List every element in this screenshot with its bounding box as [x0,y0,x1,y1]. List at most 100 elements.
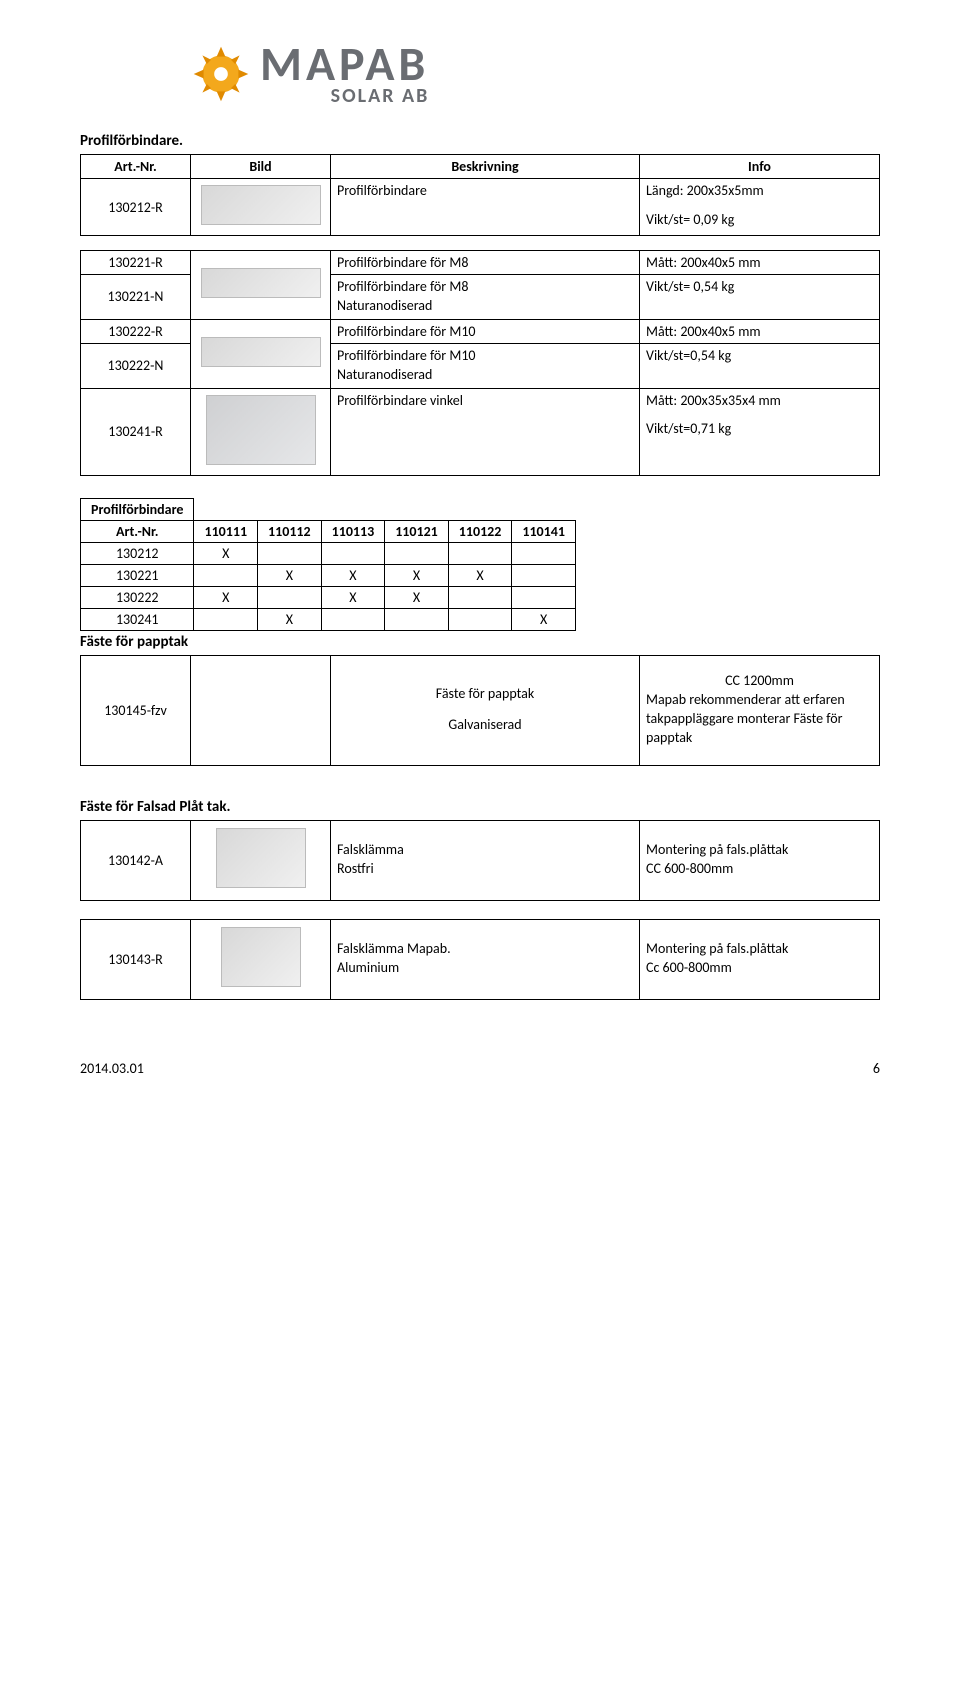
matrix-cell [512,586,576,608]
cell-art: 130241-R [81,388,191,475]
beskr-line: Falsklämma Mapab. [337,940,633,959]
matrix-cell [448,608,512,630]
table-row: 130222-R Profilförbindare för M10 Mått: … [81,319,880,343]
cell-beskr: Profilförbindare för M8 Naturanodiserad [331,275,640,320]
matrix-cell: X [194,542,258,564]
matrix-cell [194,564,258,586]
cell-image [191,251,331,320]
cell-info: Mått: 200x35x35x4 mm Vikt/st=0,71 kg [640,388,880,475]
cell-image [191,919,331,999]
section-title-papptak: Fäste för papptak [80,633,880,651]
cell-art: 130221-N [81,275,191,320]
beskr-line: Falsklämma [337,841,633,860]
matrix-cell [448,586,512,608]
info-line: Montering på fals.plåttak [646,940,873,959]
table-row: 130142-A Falsklämma Rostfri Montering på… [81,820,880,900]
cell-art: 130222-N [81,343,191,388]
footer-page-number: 6 [873,1060,880,1077]
cell-beskr: Profilförbindare för M10 Naturanodiserad [331,343,640,388]
beskr-line: Galvaniserad [337,716,633,735]
spec-table-middle: 130221-R Profilförbindare för M8 Mått: 2… [80,250,880,476]
cell-art: 130143-R [81,919,191,999]
beskr-line: Fäste för papptak [337,685,633,704]
logo-sub-text: SOLAR AB [260,84,429,108]
section-title-falsad: Fäste för Falsad Plåt tak. [80,798,880,816]
matrix-col: 110141 [512,520,576,542]
cell-image [191,820,331,900]
matrix-title: Profilförbindare [81,498,194,520]
brand-logo: MAPAB SOLAR AB [80,40,880,108]
matrix-cell: X [512,608,576,630]
logo-main-text: MAPAB [260,40,429,88]
table-row: 130145-fzv Fäste för papptak Galvanisera… [81,655,880,765]
cell-image [191,655,331,765]
cell-image [191,388,331,475]
cell-image [191,319,331,388]
beskr-line: Rostfri [337,860,633,879]
matrix-cell [385,608,449,630]
cell-info: CC 1200mm Mapab rekommenderar att erfare… [640,655,880,765]
product-image-icon [201,185,321,225]
spec-table-top: Art.-Nr. Bild Beskrivning Info 130212-R … [80,154,880,236]
matrix-row: 130221 X X X X [81,564,576,586]
matrix-cell [512,542,576,564]
cell-beskr: Profilförbindare för M8 [331,251,640,275]
cell-beskr: Falsklämma Rostfri [331,820,640,900]
papptak-table: 130145-fzv Fäste för papptak Galvanisera… [80,655,880,766]
matrix-col: 110122 [448,520,512,542]
matrix-cell [258,586,322,608]
beskr-line: Profilförbindare för M10 [337,347,633,366]
product-image-icon [216,828,306,888]
cell-beskr: Profilförbindare [331,179,640,236]
info-line: CC 1200mm [646,672,873,691]
matrix-col: 110111 [194,520,258,542]
cell-beskr: Fäste för papptak Galvaniserad [331,655,640,765]
matrix-cell: X [258,564,322,586]
info-line: Montering på fals.plåttak [646,841,873,860]
matrix-cell: X [321,564,385,586]
matrix-art-header: Art.-Nr. [81,520,194,542]
product-image-icon [201,337,321,367]
table-row: 130241-R Profilförbindare vinkel Mått: 2… [81,388,880,475]
info-line: CC 600-800mm [646,860,873,879]
matrix-cell [385,542,449,564]
cell-art: 130212-R [81,179,191,236]
info-line: Cc 600-800mm [646,959,873,978]
matrix-col: 110121 [385,520,449,542]
cell-info: Längd: 200x35x5mm Vikt/st= 0,09 kg [640,179,880,236]
matrix-cell [321,542,385,564]
beskr-line: Naturanodiserad [337,297,633,316]
matrix-col: 110113 [321,520,385,542]
info-line: Längd: 200x35x5mm [646,182,873,201]
product-image-icon [201,268,321,298]
matrix-cell: X [448,564,512,586]
th-art: Art.-Nr. [81,155,191,179]
cell-art: 130145-fzv [81,655,191,765]
matrix-cell: X [385,564,449,586]
cell-info: Mått: 200x40x5 mm [640,251,880,275]
matrix-row-label: 130221 [81,564,194,586]
table-row: 130212-R Profilförbindare Längd: 200x35x… [81,179,880,236]
matrix-cell: X [385,586,449,608]
cell-beskr: Profilförbindare vinkel [331,388,640,475]
footer-date: 2014.03.01 [80,1060,144,1077]
th-bild: Bild [191,155,331,179]
matrix-row: 130212 X [81,542,576,564]
matrix-cell [194,608,258,630]
beskr-line: Aluminium [337,959,633,978]
matrix-cell [512,564,576,586]
matrix-cell: X [258,608,322,630]
matrix-cell: X [321,586,385,608]
matrix-cell: X [194,586,258,608]
cell-info: Vikt/st=0,54 kg [640,343,880,388]
matrix-col: 110112 [258,520,322,542]
info-line: Vikt/st=0,71 kg [646,420,873,439]
matrix-row-label: 130241 [81,608,194,630]
compatibility-matrix: Profilförbindare Art.-Nr. 110111 110112 … [80,498,576,631]
cell-art: 130142-A [81,820,191,900]
cell-info: Vikt/st= 0,54 kg [640,275,880,320]
matrix-row: 130222 X X X [81,586,576,608]
matrix-row: 130241 X X [81,608,576,630]
section-title-profilforbindare: Profilförbindare. [80,132,880,150]
cell-info: Montering på fals.plåttak CC 600-800mm [640,820,880,900]
